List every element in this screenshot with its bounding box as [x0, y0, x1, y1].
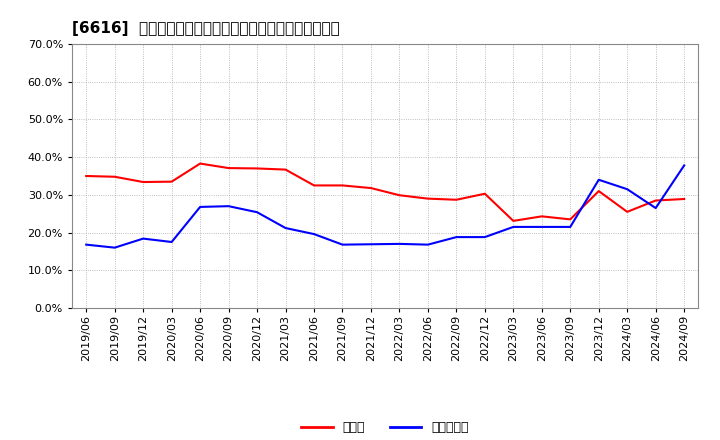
- Line: 有利子負債: 有利子負債: [86, 165, 684, 248]
- 有利子負債: [423, 242, 432, 247]
- 現預金: [623, 209, 631, 214]
- 現預金: [253, 166, 261, 171]
- 有利子負債: [680, 163, 688, 168]
- 現預金: [423, 196, 432, 201]
- 現預金: [480, 191, 489, 196]
- 有利子負債: [623, 187, 631, 192]
- Text: [6616]  現預金、有利子負債の総資産に対する比率の推移: [6616] 現預金、有利子負債の総資産に対する比率の推移: [72, 21, 340, 36]
- 有利子負債: [139, 236, 148, 241]
- 現預金: [338, 183, 347, 188]
- 現預金: [595, 188, 603, 194]
- 有利子負債: [167, 239, 176, 245]
- Line: 現預金: 現預金: [86, 164, 684, 221]
- 有利子負債: [595, 177, 603, 183]
- 有利子負債: [537, 224, 546, 230]
- 現預金: [167, 179, 176, 184]
- 有利子負債: [566, 224, 575, 230]
- 現預金: [652, 198, 660, 203]
- 有利子負債: [225, 204, 233, 209]
- 有利子負債: [509, 224, 518, 230]
- 現預金: [82, 173, 91, 179]
- 現預金: [395, 193, 404, 198]
- 有利子負債: [480, 235, 489, 240]
- 有利子負債: [366, 242, 375, 247]
- 現預金: [566, 217, 575, 222]
- 有利子負債: [196, 204, 204, 209]
- 現預金: [537, 214, 546, 219]
- 現預金: [509, 218, 518, 224]
- 現預金: [196, 161, 204, 166]
- 現預金: [366, 185, 375, 191]
- 有利子負債: [395, 241, 404, 246]
- 有利子負債: [652, 205, 660, 211]
- 現預金: [110, 174, 119, 180]
- 現預金: [452, 197, 461, 202]
- 有利子負債: [282, 225, 290, 231]
- 現預金: [139, 180, 148, 185]
- 現預金: [225, 165, 233, 171]
- 有利子負債: [110, 245, 119, 250]
- 現預金: [310, 183, 318, 188]
- 有利子負債: [310, 231, 318, 237]
- 有利子負債: [452, 235, 461, 240]
- 現預金: [680, 196, 688, 202]
- 現預金: [282, 167, 290, 172]
- 有利子負債: [253, 209, 261, 215]
- Legend: 現預金, 有利子負債: 現預金, 有利子負債: [297, 416, 474, 439]
- 有利子負債: [338, 242, 347, 247]
- 有利子負債: [82, 242, 91, 247]
